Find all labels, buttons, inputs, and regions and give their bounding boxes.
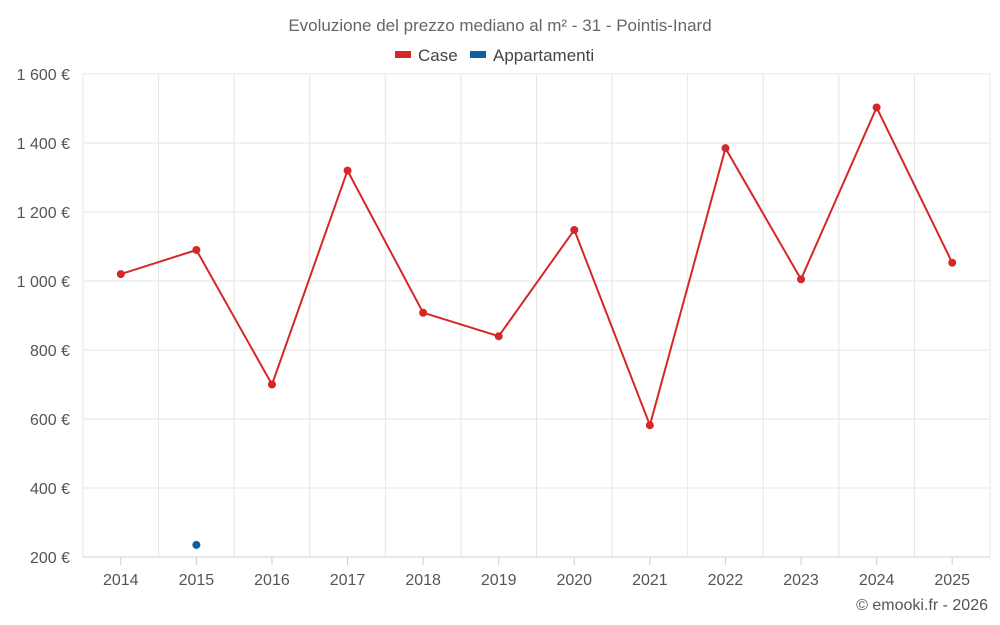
data-point-case[interactable]: [343, 166, 352, 175]
legend: Case Appartamenti: [395, 46, 594, 65]
x-tick-label: 2017: [330, 572, 366, 589]
legend-swatch-case: [395, 51, 411, 58]
x-tick-label: 2018: [405, 572, 441, 589]
plot-area: [116, 103, 957, 549]
data-point-case[interactable]: [267, 380, 276, 389]
x-tick-label: 2024: [859, 572, 895, 589]
y-tick-label: 200 €: [30, 550, 70, 567]
y-tick-label: 1 400 €: [17, 136, 70, 153]
x-tick-label: 2025: [934, 572, 970, 589]
data-point-case[interactable]: [116, 270, 125, 279]
data-point-case[interactable]: [645, 421, 654, 430]
x-tick-label: 2014: [103, 572, 139, 589]
y-tick-label: 1 600 €: [17, 67, 70, 84]
y-tick-label: 400 €: [30, 481, 70, 498]
x-tick-label: 2015: [179, 572, 215, 589]
legend-swatch-appartamenti: [470, 51, 486, 58]
data-point-case[interactable]: [721, 144, 730, 153]
y-tick-label: 1 200 €: [17, 205, 70, 222]
data-point-case[interactable]: [192, 245, 201, 254]
credit-text: © emooki.fr - 2026: [856, 597, 988, 614]
legend-label-appartamenti: Appartamenti: [493, 46, 594, 65]
y-tick-label: 600 €: [30, 412, 70, 429]
y-tick-label: 1 000 €: [17, 274, 70, 291]
axes: 200 € 400 € 600 € 800 € 1 000 € 1 200 € 1 400 …: [17, 67, 990, 589]
x-tick-label: 2022: [708, 572, 744, 589]
x-tick-label: 2021: [632, 572, 668, 589]
data-point-appartamenti[interactable]: [192, 540, 201, 549]
x-tick-label: 2016: [254, 572, 290, 589]
legend-item-appartamenti[interactable]: Appartamenti: [470, 46, 594, 65]
data-point-case[interactable]: [419, 308, 428, 317]
data-point-case[interactable]: [494, 332, 503, 341]
legend-item-case[interactable]: Case: [395, 46, 458, 65]
data-point-case[interactable]: [948, 258, 957, 267]
x-tick-label: 2019: [481, 572, 517, 589]
data-point-case[interactable]: [570, 225, 579, 234]
data-point-case[interactable]: [797, 275, 806, 284]
x-tick-label: 2020: [556, 572, 592, 589]
y-tick-label: 800 €: [30, 343, 70, 360]
data-point-case[interactable]: [872, 103, 881, 112]
grid: [82, 73, 991, 557]
chart-title: Evoluzione del prezzo mediano al m² - 31…: [288, 16, 711, 35]
legend-label-case: Case: [418, 46, 458, 65]
x-tick-label: 2023: [783, 572, 819, 589]
series-line-case: [120, 106, 954, 427]
